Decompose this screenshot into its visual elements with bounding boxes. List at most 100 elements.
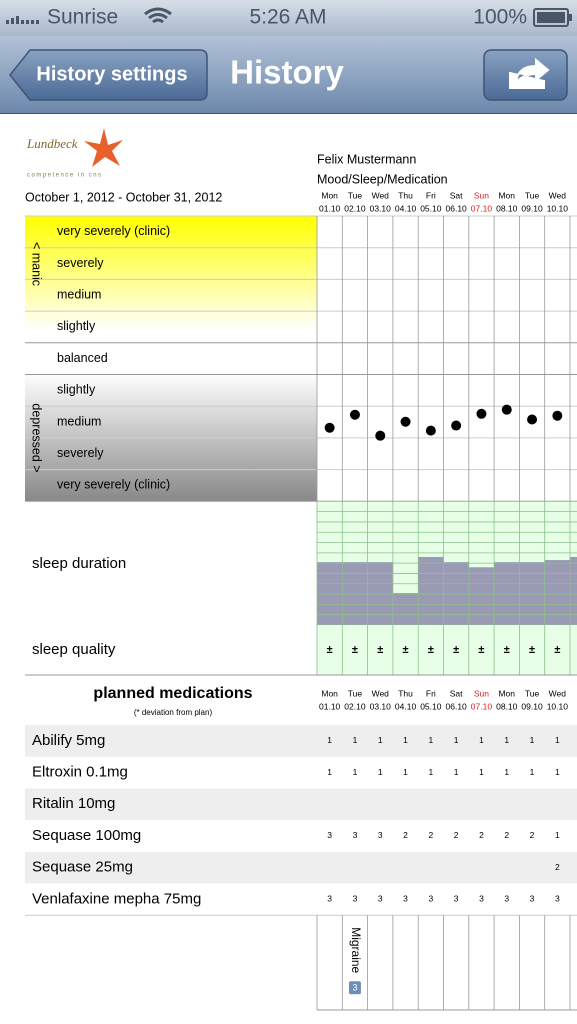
medication-dose: 2 [403, 830, 408, 840]
medication-name: Abilify 5mg [32, 732, 105, 749]
sleep-quality-mark: ± [403, 644, 409, 656]
day-weekday: Fri [426, 688, 436, 698]
medications-title: planned medications [93, 685, 252, 702]
medication-name: Venlafaxine mepha 75mg [32, 890, 201, 907]
mood-dot [375, 430, 386, 441]
day-date: 04.10 [395, 701, 417, 711]
day-date: 03.10 [370, 701, 392, 711]
medication-dose: 3 [428, 894, 433, 904]
medication-dose: 1 [378, 767, 383, 777]
depressed-label: depressed > [30, 403, 44, 472]
medication-dose: 3 [479, 894, 484, 904]
medication-dose: 1 [378, 735, 383, 745]
day-date: 01.10 [319, 701, 341, 711]
mood-level-label: very severely (clinic) [57, 478, 170, 492]
mood-dot [476, 408, 487, 419]
report-subtitle: Mood/Sleep/Medication [317, 172, 448, 186]
day-weekday: Wed [549, 688, 567, 698]
sleep-quality-mark: ± [327, 644, 333, 656]
medication-dose: 1 [555, 767, 560, 777]
day-date: 07.10 [471, 203, 493, 213]
day-date: 08.10 [496, 701, 518, 711]
day-weekday: Thu [398, 688, 413, 698]
share-button[interactable] [483, 49, 568, 101]
medication-dose: 1 [327, 767, 332, 777]
day-weekday: Mon [498, 190, 515, 200]
medication-name: Eltroxin 0.1mg [32, 764, 128, 781]
day-weekday: Mon [321, 190, 338, 200]
day-date: 08.10 [496, 203, 518, 213]
medication-dose: 1 [530, 735, 535, 745]
mood-scale-background [25, 216, 317, 502]
mood-dot [324, 422, 335, 433]
day-weekday: Mon [321, 688, 338, 698]
sleep-quality-mark: ± [554, 644, 560, 656]
medication-name: Sequase 25mg [32, 859, 133, 876]
day-weekday: Sat [450, 190, 463, 200]
day-date: 03.10 [370, 203, 392, 213]
signal-icon [6, 16, 39, 24]
sleep-quality-row [317, 625, 577, 675]
day-weekday: Tue [348, 688, 363, 698]
status-bar [0, 0, 577, 36]
medication-dose: 2 [530, 830, 535, 840]
medication-dose: 1 [353, 735, 358, 745]
medication-dose: 1 [504, 767, 509, 777]
sleep-quality-mark: ± [529, 644, 535, 656]
mood-dot [527, 414, 538, 425]
medication-dose: 3 [454, 894, 459, 904]
medication-dose: 1 [454, 735, 459, 745]
back-button-label[interactable]: History settings [36, 63, 187, 85]
day-date: 01.10 [319, 203, 341, 213]
nav-title: History [230, 54, 344, 91]
day-date: 07.10 [471, 701, 493, 711]
mood-dot [400, 416, 411, 427]
medication-dose: 3 [327, 830, 332, 840]
medication-dose: 3 [353, 894, 358, 904]
mood-dot [349, 409, 360, 420]
sleep-bar [392, 593, 419, 625]
medication-dose: 1 [479, 735, 484, 745]
logo: Lundbeck competence in cns [26, 128, 123, 179]
patient-name: Felix Mustermann [317, 152, 416, 166]
medication-dose: 3 [530, 894, 535, 904]
back-button[interactable]: History settings [9, 49, 208, 101]
sleep-quality-mark: ± [428, 644, 434, 656]
mood-dot [451, 420, 462, 431]
medication-dose: 1 [327, 735, 332, 745]
mood-level-label: slightly [57, 319, 96, 333]
day-weekday: Wed [549, 190, 567, 200]
medication-dose: 3 [378, 830, 383, 840]
sleep-quality-mark: ± [377, 644, 383, 656]
medication-dose: 2 [454, 830, 459, 840]
day-date: 09.10 [521, 701, 543, 711]
medication-name: Ritalin 10mg [32, 795, 115, 812]
logo-tagline: competence in cns [27, 173, 103, 179]
day-date: 02.10 [344, 203, 366, 213]
day-date: 04.10 [395, 203, 417, 213]
sleep-bar [342, 562, 368, 625]
day-date: 06.10 [446, 203, 468, 213]
medication-dose: 3 [555, 894, 560, 904]
event-label: Migraine [349, 927, 363, 973]
sleep-quality-mark: ± [504, 644, 510, 656]
wifi-icon [144, 7, 172, 24]
medication-dose: 2 [428, 830, 433, 840]
day-weekday: Fri [426, 190, 436, 200]
medication-dose: 1 [555, 830, 560, 840]
sleep-bar [317, 562, 343, 625]
sleep-quality-mark: ± [453, 644, 459, 656]
medication-dose: 2 [555, 862, 560, 872]
mood-level-label: medium [57, 414, 101, 428]
mood-dot [552, 410, 563, 421]
event-count: 3 [352, 983, 357, 993]
sleep-quality-label: sleep quality [32, 641, 116, 658]
day-date: 05.10 [420, 203, 442, 213]
manic-label: < manic [30, 242, 44, 286]
day-weekday: Tue [348, 190, 363, 200]
sleep-bar [443, 562, 469, 625]
day-weekday: Tue [525, 688, 540, 698]
day-weekday: Sun [474, 688, 489, 698]
